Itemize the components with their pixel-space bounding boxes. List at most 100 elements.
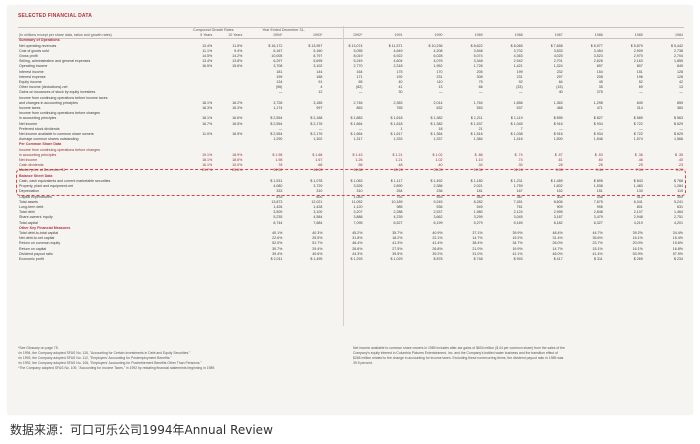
row-label: Depreciation	[19, 189, 40, 194]
header-rule	[18, 27, 684, 28]
table-cell: 2,746	[353, 100, 363, 105]
growth-group-header: Compound Growth Rates	[192, 28, 234, 32]
table-cell: 1,574	[633, 137, 643, 142]
table-row: Gross profit 14.5% 14.2% 10,005 8,797 8,019 6,…	[18, 54, 684, 59]
table-cell: 64	[558, 80, 563, 85]
row-label: in accounting principles	[19, 116, 57, 121]
table-cell: 40.1%	[272, 230, 283, 235]
row-label: Per Common Share Data	[19, 142, 62, 147]
table-cell: 66	[478, 85, 483, 90]
table-cell: 2,848	[593, 210, 603, 215]
table-cell: 45	[598, 80, 603, 85]
col-year-header: 1991	[394, 33, 403, 38]
table-cell: 254	[396, 189, 403, 194]
table-cell: 31.4%	[552, 236, 563, 241]
table-cell: $ .86	[474, 152, 483, 157]
table-cell: 6,199	[433, 220, 443, 225]
row-label: Preferred stock dividends	[19, 126, 60, 131]
table-cell: 18.1%	[202, 116, 213, 121]
table-cell: 985	[396, 204, 403, 209]
table-cell: 65	[358, 80, 363, 85]
table-cell: 23.7%	[592, 241, 603, 246]
table-cell: 1.26	[355, 158, 363, 163]
table-cell: 2,383	[393, 100, 403, 105]
table-cell: 1,324	[553, 64, 563, 69]
table-cell: 11.0%	[202, 132, 213, 137]
table-cell: 154	[596, 69, 603, 74]
table-cell: 4,649	[393, 48, 403, 53]
row-label: Long-term debt	[19, 204, 44, 209]
table-cell: $ 1,664	[350, 132, 363, 137]
table-cell: 997	[316, 106, 323, 111]
table-cell: $ 1,364	[430, 132, 443, 137]
table-cell: $ 417	[553, 256, 563, 261]
table-cell: $ 895	[553, 116, 563, 121]
table-cell: $ 11,571	[388, 43, 403, 48]
table-row: and changes in accounting principles 18.1…	[18, 101, 684, 106]
table-cell: .60	[597, 158, 603, 163]
table-cell: 46.0%	[552, 251, 563, 256]
table-cell: 2,163	[633, 59, 643, 64]
table-cell: 5,055	[353, 48, 363, 53]
table-cell: 22.1%	[432, 236, 443, 241]
table-cell: 40.13	[393, 168, 403, 173]
row-label: Economic profit	[19, 256, 44, 261]
table-cell: $ 1,617	[390, 132, 403, 137]
table-cell: 3,633	[553, 48, 563, 53]
table-cell: 310	[316, 189, 323, 194]
table-cell	[183, 257, 213, 262]
table-row: Share-owners' equity 5,235 4,584 3,888 4,239…	[18, 215, 684, 220]
table-cell: 3,479	[593, 215, 603, 220]
page-title: SELECTED FINANCIAL DATA	[18, 13, 93, 19]
table-cell: 29.4%	[312, 246, 323, 251]
table-cell: $ 8,622	[470, 43, 483, 48]
table-cell: 4,208	[433, 48, 443, 53]
table-cell: $ 1,664	[350, 121, 363, 126]
table-cell: 31.0%	[472, 251, 483, 256]
row-label: Total capital	[19, 220, 38, 225]
table-cell: 3,348	[473, 59, 483, 64]
row-label: Equity income	[19, 80, 42, 85]
table-cell: $ .53	[594, 152, 603, 157]
table-cell: 57.9%	[672, 251, 683, 256]
table-cell: 1,290	[273, 137, 283, 142]
row-label: Market price at December 31	[19, 168, 66, 173]
table-cell: 1,302	[313, 137, 323, 142]
table-cell: 19.9%	[512, 246, 523, 251]
table-cell: 15.1%	[592, 246, 603, 251]
table-cell: 18	[438, 126, 443, 131]
table-cell: 46.4%	[352, 241, 363, 246]
table-cell: 15.6%	[232, 64, 243, 69]
table-cell: 1,317	[353, 137, 363, 142]
table-cell: $ 878	[433, 256, 443, 261]
table-cell: .34	[477, 163, 483, 168]
table-cell: $ 1,489	[550, 178, 563, 183]
table-cell: 1,726	[473, 64, 483, 69]
table-cell: 3,888	[353, 215, 363, 220]
table-cell: 3,523	[593, 54, 603, 59]
table-cell: 2,942	[513, 59, 523, 64]
table-cell: 3,509	[273, 210, 283, 215]
table-cell: 1,298	[593, 100, 603, 105]
table-cell: 18.9%	[232, 152, 243, 157]
source-caption: 数据来源：可口可乐公司1994年Annual Review	[10, 423, 273, 437]
table-cell: 1,284	[674, 184, 683, 189]
table-cell: 18.2%	[392, 236, 403, 241]
table-cell: 26.8%	[432, 246, 443, 251]
table-cell: —	[318, 126, 323, 131]
table-row: Income from continuing operations before…	[18, 96, 684, 101]
table-cell: .28	[557, 163, 563, 168]
table-cell: $ 1,883	[350, 116, 363, 121]
table-cell: 45.2%	[352, 230, 363, 235]
table-cell: 878	[276, 194, 283, 199]
table-cell: 897	[596, 64, 603, 69]
table-cell: 41	[398, 85, 403, 90]
table-cell: $ 843	[633, 178, 643, 183]
table-cell: 1,174	[273, 106, 283, 111]
table-cell: 310	[356, 189, 363, 194]
table-cell: 232	[556, 69, 563, 74]
table-cell: 75	[478, 80, 483, 85]
table-cell: 1,363	[553, 100, 563, 105]
table-cell: 38.4%	[472, 241, 483, 246]
table-cell: 21	[478, 126, 483, 131]
